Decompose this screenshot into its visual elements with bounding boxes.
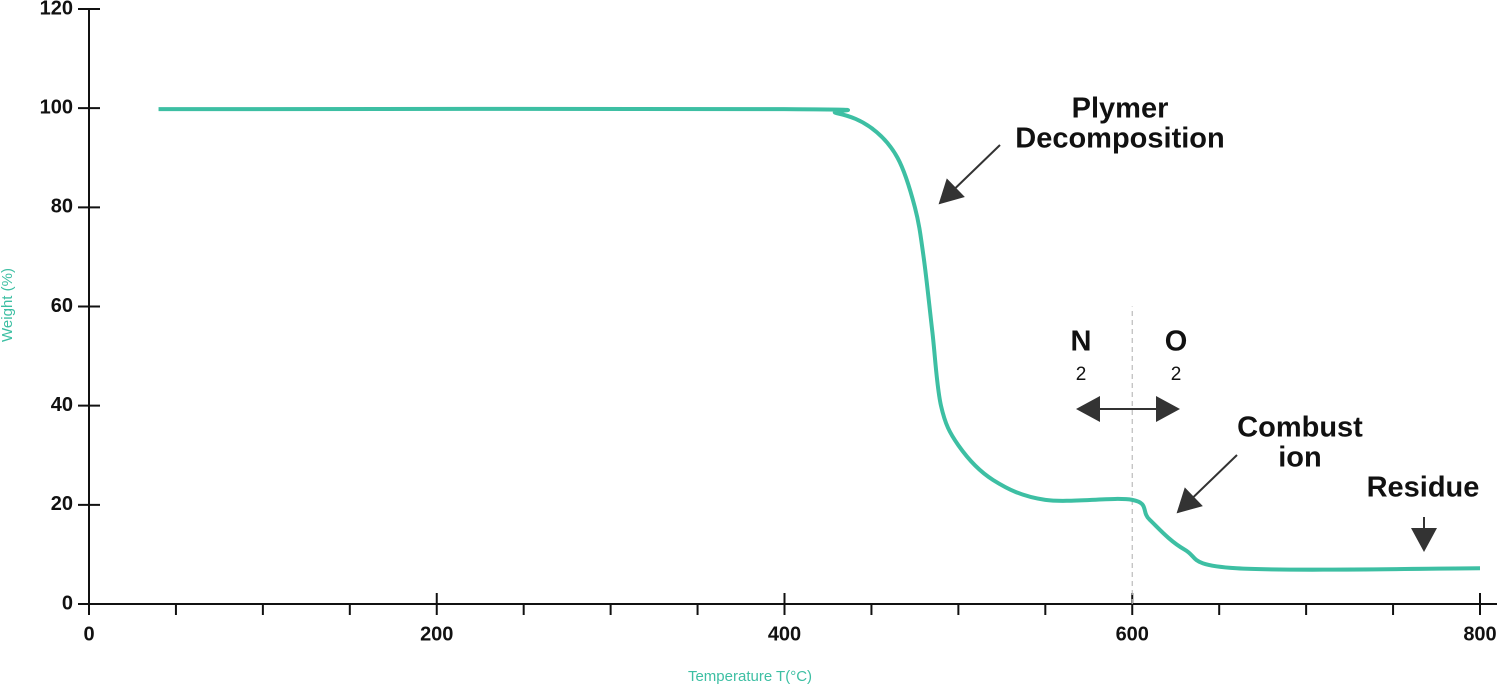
y-tick-label: 40 [51,394,73,416]
y-tick-label: 100 [40,96,73,118]
annotation: N [1071,326,1092,358]
annotation: 2 [1171,364,1182,385]
x-tick-label: 800 [1463,623,1496,645]
y-tick-label: 80 [51,196,73,218]
annotation: ion [1278,442,1322,474]
y-tick-label: 0 [62,592,73,614]
arrow [1176,454,1238,514]
x-tick-label: 400 [768,623,801,645]
data-line [158,106,1481,572]
annotation: Decomposition [1015,123,1224,155]
x-axis-label: Temperature T(°C) [688,668,812,685]
y-tick-label: 120 [40,0,73,19]
x-tick-label: 200 [420,623,453,645]
y-axis-label: Weight (%) [0,268,16,342]
x-tick-label: 600 [1116,623,1149,645]
annotation: Combust [1237,412,1363,444]
annotation: O [1165,326,1188,358]
annotation: Plymer [1072,93,1169,125]
arrow [938,144,1001,205]
annotation: Residue [1367,472,1480,504]
x-tick-label: 0 [83,623,94,645]
annotation: 2 [1076,364,1087,385]
y-tick-label: 20 [51,493,73,515]
y-tick-label: 60 [51,295,73,317]
